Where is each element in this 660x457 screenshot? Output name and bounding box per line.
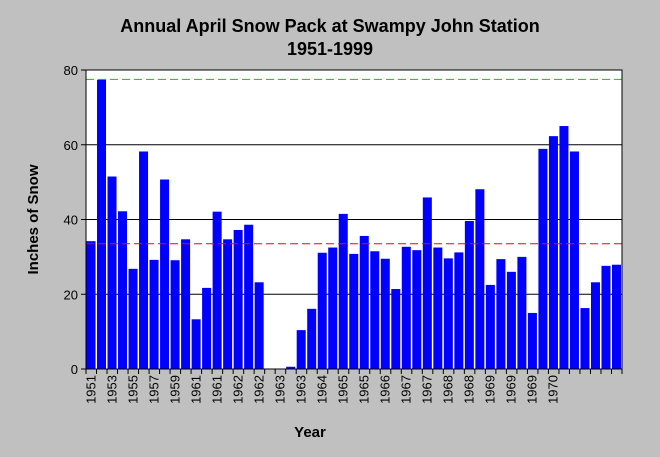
bar <box>506 271 516 369</box>
x-tick-label: 1969 <box>525 375 540 404</box>
x-tick-label: 1951 <box>83 375 98 404</box>
bar <box>202 287 212 369</box>
chart-subtitle: 1951-1999 <box>286 39 374 59</box>
x-tick-label: 1957 <box>146 375 161 404</box>
bar <box>601 265 611 369</box>
x-tick-label: 1962 <box>251 375 266 404</box>
bar <box>517 256 527 369</box>
x-tick-label: 1968 <box>441 375 456 404</box>
x-tick-label: 1964 <box>314 375 329 404</box>
y-axis-label: Inches of Snow <box>25 164 42 274</box>
bar <box>212 211 222 369</box>
bar <box>580 308 590 369</box>
bar <box>349 253 359 369</box>
x-tick-label: 1953 <box>104 375 119 404</box>
x-tick-label: 1970 <box>546 375 561 404</box>
x-tick-label: 1962 <box>230 375 245 404</box>
bar <box>317 252 327 369</box>
bar <box>422 197 432 369</box>
x-tick-label: 1968 <box>462 375 477 404</box>
plot-frame <box>85 69 623 370</box>
x-tick-label: 1959 <box>167 375 182 404</box>
bar <box>118 211 128 369</box>
bar <box>307 308 317 369</box>
x-axis-label: Year <box>294 424 326 441</box>
y-tick-label: 60 <box>64 138 78 153</box>
bar <box>443 258 453 369</box>
x-tick-label: 1967 <box>420 375 435 404</box>
x-tick-label: 1965 <box>357 375 372 404</box>
y-tick-label: 0 <box>71 362 78 377</box>
bar <box>475 189 485 369</box>
x-tick-label: 1965 <box>335 375 350 404</box>
x-tick-label: 1963 <box>272 375 287 404</box>
bar <box>412 250 422 369</box>
bar <box>223 239 233 369</box>
bar <box>454 252 464 369</box>
bar <box>559 126 569 369</box>
bar <box>149 259 159 369</box>
x-tick-label: 1961 <box>209 375 224 404</box>
bar <box>380 258 390 369</box>
x-tick-label: 1961 <box>188 375 203 404</box>
bar <box>181 239 191 369</box>
bar <box>286 366 296 369</box>
bar <box>170 260 180 369</box>
bar <box>254 282 264 369</box>
bar <box>433 247 443 369</box>
bar <box>191 319 201 369</box>
y-tick-label: 40 <box>64 213 78 228</box>
bar <box>496 259 506 369</box>
x-tick-label: 1963 <box>293 375 308 404</box>
y-tick-label: 20 <box>64 287 78 302</box>
bar <box>244 224 254 369</box>
x-tick-label: 1969 <box>504 375 519 404</box>
bar <box>485 284 495 369</box>
chart-title: Annual April Snow Pack at Swampy John St… <box>120 16 540 36</box>
x-tick-label: 1955 <box>125 375 140 404</box>
bar <box>391 289 401 369</box>
x-tick-label: 1967 <box>399 375 414 404</box>
bar <box>97 79 107 369</box>
x-tick-label: 1969 <box>483 375 498 404</box>
bar <box>464 220 474 369</box>
x-tick-label: 1966 <box>378 375 393 404</box>
bar <box>611 264 621 369</box>
bar <box>128 268 138 369</box>
bar <box>401 246 411 369</box>
bar <box>370 251 380 369</box>
bar <box>338 213 348 369</box>
bar <box>328 247 338 369</box>
bar <box>86 241 96 369</box>
bar <box>139 151 149 369</box>
bar <box>107 176 117 369</box>
bar <box>590 282 600 369</box>
bar <box>359 235 369 369</box>
bar <box>527 312 537 369</box>
bar <box>296 330 306 369</box>
y-tick-label: 80 <box>64 63 78 78</box>
bar <box>233 229 243 369</box>
bar <box>569 151 579 369</box>
bar <box>548 136 558 369</box>
bar <box>160 179 170 369</box>
bar <box>538 148 548 369</box>
